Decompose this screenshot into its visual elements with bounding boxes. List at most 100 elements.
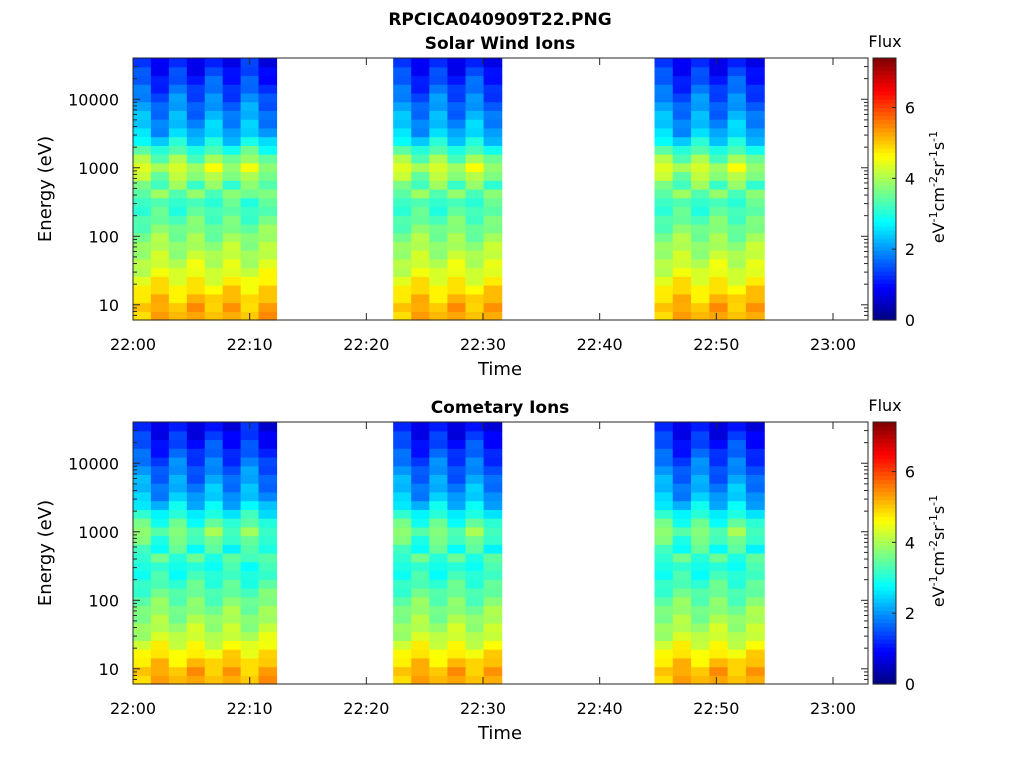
spectrogram-cell	[727, 640, 747, 650]
spectrogram-cell	[429, 293, 449, 304]
spectrogram-cell	[672, 535, 692, 545]
spectrogram-cell	[429, 101, 449, 111]
colorbar-segment	[873, 238, 896, 243]
spectrogram-cell	[393, 302, 412, 312]
spectrogram-cell	[691, 189, 710, 199]
spectrogram-cell	[654, 302, 674, 312]
spectrogram-cell	[186, 553, 206, 563]
spectrogram-cell	[258, 640, 278, 650]
spectrogram-cell	[393, 232, 412, 242]
colorbar-segment	[873, 499, 896, 505]
x-tick-label: 22:20	[343, 335, 389, 354]
spectrogram-cell	[745, 110, 765, 120]
spectrogram-cell	[429, 422, 449, 432]
spectrogram-cell	[240, 215, 260, 225]
spectrogram-cell	[429, 596, 449, 606]
spectrogram-cell	[186, 171, 206, 181]
spectrogram-cell	[258, 197, 278, 208]
spectrogram-cell	[150, 241, 170, 251]
spectrogram-cell	[150, 465, 170, 475]
spectrogram-cell	[672, 66, 692, 77]
spectrogram-cell	[411, 171, 430, 181]
colorbar-segment	[873, 638, 896, 644]
spectrogram-cell	[709, 215, 729, 225]
spectrogram-cell	[258, 223, 278, 234]
spectrogram-cell	[672, 189, 692, 199]
spectrogram-cell	[447, 162, 467, 173]
spectrogram-cell	[727, 430, 747, 441]
spectrogram-cell	[186, 285, 206, 295]
spectrogram-cell	[150, 293, 170, 304]
spectrogram-cell	[727, 605, 747, 615]
spectrogram-cell	[240, 605, 260, 615]
spectrogram-cell	[168, 605, 188, 615]
spectrogram-cell	[672, 422, 692, 432]
colorbar-segment	[873, 667, 896, 673]
spectrogram-cell	[168, 544, 188, 554]
spectrogram-cell	[447, 587, 467, 598]
spectrogram-cell	[483, 127, 503, 138]
colorbar-segment	[873, 643, 896, 648]
spectrogram-cell	[168, 75, 188, 85]
spectrogram-cell	[150, 127, 170, 138]
spectrogram-cell	[672, 75, 692, 85]
spectrogram-cell	[654, 162, 674, 173]
spectrogram-cell	[691, 544, 710, 554]
spectrogram-cell	[133, 145, 152, 155]
spectrogram-cell	[258, 189, 278, 199]
spectrogram-cell	[447, 430, 467, 441]
spectrogram-cell	[222, 605, 242, 615]
spectrogram-cell	[654, 430, 674, 441]
spectrogram-cell	[727, 180, 747, 190]
spectrogram-cell	[672, 258, 692, 269]
spectrogram-cell	[393, 553, 412, 563]
colorbar-segment	[873, 438, 896, 444]
spectrogram-cell	[672, 657, 692, 668]
spectrogram-cell	[204, 675, 224, 685]
spectrogram-cell	[168, 145, 188, 155]
spectrogram-cell	[393, 241, 412, 251]
spectrogram-cell	[429, 258, 449, 269]
spectrogram-cell	[150, 250, 170, 260]
spectrogram-cell	[727, 127, 747, 138]
spectrogram-cell	[745, 596, 765, 606]
spectrogram-cell	[240, 587, 260, 598]
spectrogram-cell	[709, 154, 729, 164]
spectrogram-cell	[168, 526, 188, 537]
spectrogram-cell	[393, 189, 412, 199]
spectrogram-cell	[745, 197, 765, 208]
spectrogram-cell	[465, 657, 485, 668]
spectrogram-cell	[204, 657, 224, 668]
spectrogram-cell	[393, 605, 412, 615]
spectrogram-cell	[709, 579, 729, 589]
spectrogram-cell	[150, 631, 170, 641]
spectrogram-cell	[204, 127, 224, 138]
spectrogram-cell	[465, 587, 485, 598]
spectrogram-cell	[186, 474, 206, 484]
spectrogram-cell	[727, 561, 747, 572]
spectrogram-cell	[465, 500, 485, 510]
spectrogram-cell	[672, 491, 692, 502]
spectrogram-cell	[745, 119, 765, 129]
spectrogram-cell	[709, 119, 729, 129]
colorbar-segment	[873, 311, 896, 317]
spectrogram-cell	[745, 622, 765, 633]
spectrogram-cell	[150, 302, 170, 312]
spectrogram-cell	[745, 587, 765, 598]
spectrogram-cell	[691, 675, 710, 685]
spectrogram-cell	[447, 276, 467, 286]
spectrogram-cell	[150, 649, 170, 659]
spectrogram-cell	[168, 215, 188, 225]
spectrogram-cell	[204, 509, 224, 519]
spectrogram-cell	[745, 311, 765, 321]
spectrogram-cell	[691, 162, 710, 173]
spectrogram-cell	[429, 250, 449, 260]
spectrogram-cell	[168, 162, 188, 173]
spectrogram-cell	[133, 127, 152, 138]
spectrogram-cell	[727, 206, 747, 216]
colorbar-segment	[873, 78, 896, 84]
spectrogram-cell	[186, 544, 206, 554]
spectrogram-cell	[654, 596, 674, 606]
spectrogram-cell	[411, 422, 430, 432]
